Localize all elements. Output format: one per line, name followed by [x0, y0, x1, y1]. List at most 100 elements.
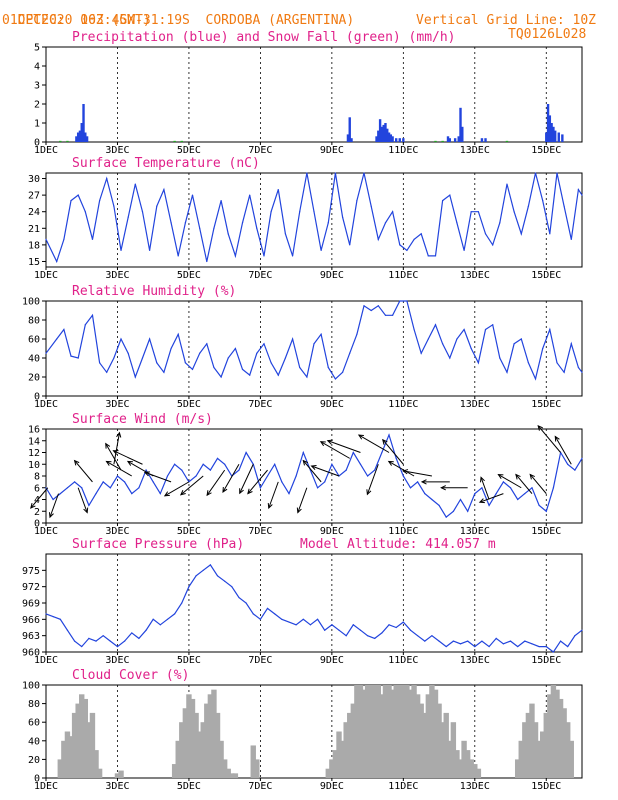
panel-3-point-47: [381, 451, 383, 454]
wind-arrow-shaft-13: [222, 463, 240, 493]
panel-1-xtick-3: 7DEC: [248, 270, 272, 281]
panel-1-point-43: [356, 200, 358, 202]
panel-4-point-12: [131, 632, 133, 634]
panel-2-point-28: [249, 374, 251, 376]
panel-3-ytick-3: 6: [34, 483, 40, 494]
wind-arrow-head-13: [222, 486, 228, 493]
panel-1-point-26: [234, 255, 236, 257]
panel-3-point-25: [224, 463, 226, 465]
panel-4-point-40: [331, 624, 333, 626]
panel-2-point-21: [199, 352, 201, 354]
panel-2-xtick-3: 7DEC: [248, 399, 272, 410]
wind-arrow-head-32: [515, 473, 521, 480]
panel-3-xtick-0: 1DEC: [34, 526, 58, 537]
panel-3-point-73: [567, 463, 569, 465]
panel-5-xtick-0: 1DEC: [34, 781, 58, 792]
panel-4-xtick-2: 5DEC: [177, 655, 201, 666]
cloud-bar-80: [525, 712, 532, 778]
panel-4-point-44: [359, 629, 362, 631]
panel-3-point-74: [574, 469, 576, 471]
panel-2-point-32: [277, 374, 279, 376]
panel-2-point-10: [120, 338, 122, 340]
cloud-bar-59: [414, 694, 421, 778]
panel-3-point-75: [581, 457, 583, 459]
panel-3-point-3: [66, 487, 69, 489]
panel-2-point-67: [527, 362, 530, 364]
panel-4-point-55: [438, 640, 440, 642]
panel-2-point-57: [456, 338, 458, 340]
panel-1-point-66: [520, 233, 522, 235]
panel-2-ytick-1: 20: [28, 373, 40, 384]
panel-1-point-15: [156, 205, 158, 207]
panel-2-xtick-4: 9DEC: [320, 399, 344, 410]
panel-4-point-34: [288, 621, 290, 623]
precip-bar-1: [76, 132, 80, 142]
cloud-bar-82: [532, 722, 539, 778]
panel-4-ytick-3: 969: [22, 599, 40, 610]
wind-arrow-head-3: [73, 459, 80, 466]
panel-3-point-9: [109, 487, 111, 489]
cloud-bar-28: [221, 759, 228, 778]
panel-4-point-11: [124, 640, 126, 642]
panel-3-point-15: [152, 481, 154, 483]
panel-1-point-37: [313, 211, 315, 213]
panel-3-title: Surface Wind (m/s): [72, 412, 213, 427]
wind-arrow-head-18: [302, 459, 309, 466]
panel-2-point-37: [313, 343, 315, 345]
panel-1-point-69: [542, 200, 544, 202]
precip-bar-35: [552, 126, 555, 142]
panel-4-point-62: [488, 645, 490, 648]
cloud-bar-65: [436, 703, 442, 778]
panel-3-xtick-6: 13DEC: [460, 526, 490, 537]
panel-3-point-70: [545, 510, 547, 512]
panel-2-point-71: [556, 362, 558, 364]
cloud-bar-57: [407, 689, 414, 778]
precip-bar-15: [384, 123, 387, 142]
panel-4-point-70: [545, 645, 547, 648]
panel-2-title: Relative Humidity (%): [72, 284, 236, 299]
precip-bar-36: [554, 130, 557, 142]
precip-bar-12: [378, 119, 382, 142]
panel-2-point-53: [427, 338, 429, 340]
precip-bar-27: [459, 107, 462, 142]
cloud-bar-12: [114, 773, 121, 778]
cloud-bar-29: [225, 768, 231, 778]
cloud-bar-44: [361, 689, 367, 778]
panel-4-xtick-6: 13DEC: [460, 655, 490, 666]
cloud-bar-58: [411, 685, 417, 778]
panel-1-point-38: [320, 249, 322, 252]
cloud-bar-38: [339, 740, 346, 778]
wind-arrow-head-35: [554, 435, 560, 442]
panel-2-point-58: [463, 328, 465, 331]
wind-arrow-shaft-9: [144, 471, 172, 483]
panel-4-point-0: [45, 613, 47, 615]
panel-4-point-6: [88, 637, 90, 639]
cloud-bar-81: [529, 703, 535, 778]
header-location: 063:45W-31:19S CORDOBA (ARGENTINA): [80, 13, 355, 28]
cloud-bar-61: [422, 712, 428, 778]
panel-2-xtick-7: 15DEC: [531, 399, 561, 410]
wind-arrow-shaft-20: [320, 441, 350, 459]
panel-0-ytick-0: 0: [34, 138, 40, 149]
cloud-bar-85: [543, 712, 549, 778]
panel-3-ytick-6: 12: [28, 448, 40, 459]
snow-bar-4: [434, 140, 437, 142]
precip-bar-19: [391, 136, 394, 142]
panel-1-point-20: [191, 194, 194, 196]
panel-1-title: Surface Temperature (nC): [72, 156, 260, 171]
panel-4-ytick-1: 963: [22, 631, 40, 642]
cloud-bar-76: [475, 768, 482, 778]
cloud-bar-15: [175, 740, 181, 778]
panel-2-point-20: [191, 368, 194, 370]
panel-1-point-50: [406, 249, 408, 252]
panel-5-xtick-7: 15DEC: [531, 781, 561, 792]
panel-4-point-10: [116, 645, 119, 648]
precip-bar-38: [561, 134, 564, 142]
cloud-bar-53: [393, 685, 399, 778]
panel-2-point-40: [334, 378, 337, 380]
panel-4-point-27: [238, 596, 240, 599]
panel-2-point-41: [341, 371, 344, 373]
precip-bar-28: [461, 126, 464, 142]
panel-2-point-26: [234, 347, 236, 350]
panel-3-point-36: [302, 451, 304, 454]
